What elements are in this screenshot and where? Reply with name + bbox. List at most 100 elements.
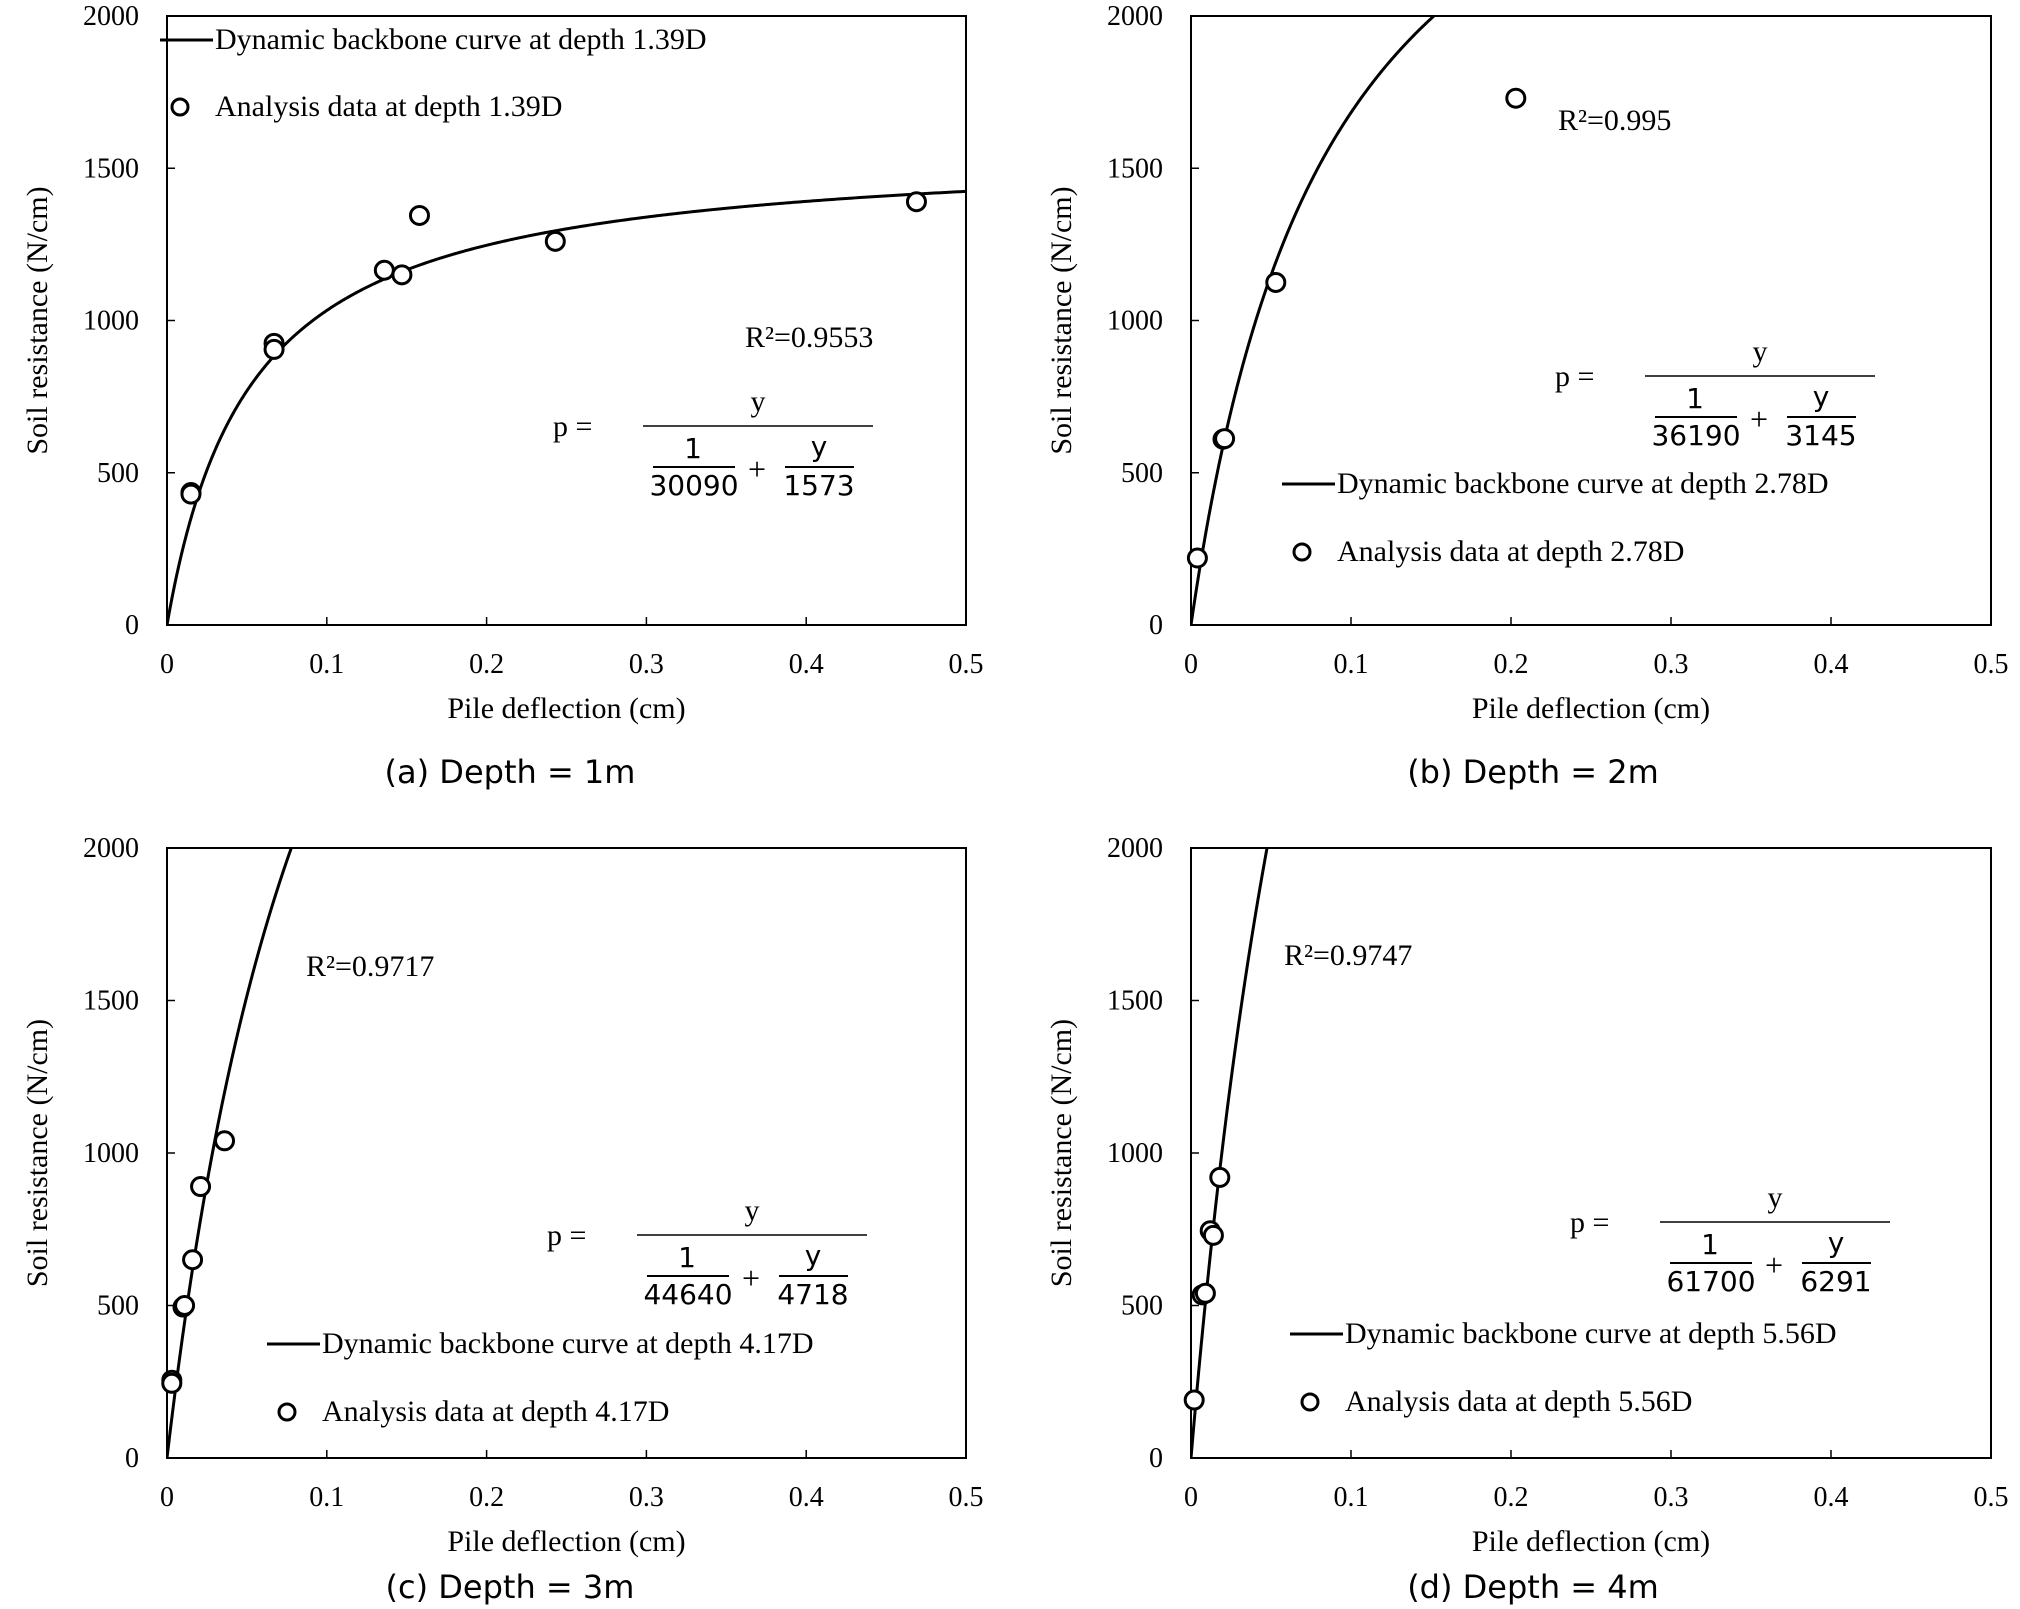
analysis-data-point: [373, 259, 395, 281]
x-axis-label: Pile deflection (cm): [1472, 1525, 1710, 1558]
panel-caption: (a) Depth = 1m: [385, 753, 636, 791]
y-tick-label: 0: [1149, 610, 1163, 641]
chart-panel-a: 0 500 1000 1500 2000 0 0.1 0.2 0.3 0.4 0.5 Pile def…: [21, 1, 984, 791]
x-tick-label: 0.5: [949, 1482, 984, 1513]
analysis-data-point: [1186, 547, 1208, 569]
r-squared-annotation: R²=0.995: [1558, 104, 1671, 137]
x-tick-label: 0.4: [789, 649, 824, 680]
r-squared-annotation: R²=0.9747: [1284, 939, 1412, 972]
equation-term1-denominator: 36190: [1651, 419, 1740, 452]
r-squared-annotation: R²=0.9553: [745, 321, 873, 354]
x-tick-label: 0: [160, 649, 174, 680]
equation-lhs: p =: [1555, 360, 1594, 393]
chart-panel-d: 0 500 1000 1500 2000 0 0.1 0.2 0.3 0.4 0.5 Pile def…: [1045, 833, 2009, 1606]
analysis-data-point: [1202, 1224, 1224, 1246]
y-tick-label: 1500: [1107, 153, 1163, 184]
y-tick-label: 0: [125, 1443, 139, 1474]
legend-points-label: Analysis data at depth 4.17D: [322, 1395, 669, 1428]
analysis-data-point: [182, 1249, 204, 1271]
x-tick-label: 0: [1184, 1482, 1198, 1513]
analysis-data-point: [1209, 1166, 1231, 1188]
legend-points-label: Analysis data at depth 1.39D: [215, 90, 562, 123]
x-tick-label: 0.4: [1814, 649, 1849, 680]
y-axis-label: Soil resistance (N/cm): [21, 186, 54, 454]
equation-numerator: y: [745, 1194, 760, 1227]
equation-numerator: y: [1768, 1181, 1783, 1214]
analysis-data-point: [190, 1176, 212, 1198]
backbone-curve-line: [167, 189, 966, 625]
y-tick-label: 1000: [83, 306, 139, 337]
x-tick-label: 0.5: [949, 649, 984, 680]
y-tick-label: 1500: [1107, 986, 1163, 1017]
equation-term2-denominator: 4718: [777, 1278, 848, 1311]
panel-caption: (c) Depth = 3m: [386, 1568, 635, 1606]
r-squared-annotation: R²=0.9717: [306, 950, 434, 983]
analysis-data-point: [408, 204, 430, 226]
x-tick-label: 0.4: [789, 1482, 824, 1513]
backbone-curve-line: [1191, 848, 1269, 1458]
y-tick-label: 2000: [1107, 1, 1163, 32]
y-tick-label: 2000: [1107, 833, 1163, 864]
y-tick-label: 0: [1149, 1443, 1163, 1474]
x-tick-label: 0.3: [1654, 1482, 1689, 1513]
x-axis-label: Pile deflection (cm): [447, 692, 685, 725]
equation-term1-denominator: 44640: [643, 1278, 732, 1311]
equation-plus: +: [1750, 401, 1768, 437]
y-tick-label: 1500: [83, 153, 139, 184]
plot-area-frame: [166, 847, 967, 1459]
analysis-data-point: [174, 1295, 196, 1316]
x-axis-label: Pile deflection (cm): [1472, 692, 1710, 725]
y-tick-label: 2000: [83, 1, 139, 32]
chart-panel-c: 0 500 1000 1500 2000 0 0.1 0.2 0.3 0.4 0.5 Pile def…: [21, 833, 984, 1606]
analysis-data-point: [1214, 428, 1236, 450]
legend-points-label: Analysis data at depth 5.56D: [1345, 1385, 1692, 1418]
equation-term1-numerator: 1: [684, 432, 702, 465]
analysis-data-point: [391, 264, 413, 286]
legend-line-label: Dynamic backbone curve at depth 5.56D: [1345, 1317, 1837, 1350]
analysis-data-point: [161, 1372, 183, 1394]
equation-lhs: p =: [553, 410, 592, 443]
chart-panel-b: 0 500 1000 1500 2000 0 0.1 0.2 0.3 0.4 0.5 Pile def…: [1045, 1, 2009, 791]
x-tick-label: 0.5: [1974, 649, 2009, 680]
y-tick-label: 1000: [1107, 306, 1163, 337]
x-tick-label: 0.2: [469, 1482, 504, 1513]
analysis-data-point: [214, 1130, 236, 1152]
y-axis-label: Soil resistance (N/cm): [1045, 186, 1078, 454]
x-tick-label: 0.4: [1814, 1482, 1849, 1513]
equation-term2-numerator: y: [811, 430, 828, 463]
panel-caption: (d) Depth = 4m: [1407, 1568, 1659, 1606]
analysis-data-point: [1505, 87, 1527, 109]
backbone-curve-line: [167, 848, 293, 1458]
legend-line-label: Dynamic backbone curve at depth 2.78D: [1337, 467, 1829, 500]
equation-plus: +: [742, 1260, 760, 1296]
x-tick-label: 0.3: [629, 649, 664, 680]
equation-term2-numerator: y: [805, 1239, 822, 1272]
x-tick-label: 0.3: [1654, 649, 1689, 680]
equation-plus: +: [1765, 1247, 1783, 1283]
equation-term2-denominator: 6291: [1800, 1265, 1871, 1298]
legend-points-label: Analysis data at depth 2.78D: [1337, 535, 1684, 568]
legend-line-label: Dynamic backbone curve at depth 4.17D: [322, 1327, 814, 1360]
legend-point-swatch: [1300, 1392, 1320, 1412]
y-tick-label: 500: [97, 1291, 139, 1322]
fit-equation: p = y 1 61700 + y 6291: [1570, 1181, 1890, 1298]
y-tick-label: 1000: [83, 1138, 139, 1169]
fit-equation: p = y 1 30090 + y 1573: [553, 385, 873, 502]
x-tick-label: 0.1: [1334, 1482, 1369, 1513]
x-tick-label: 0.2: [1494, 1482, 1529, 1513]
legend: Dynamic backbone curve at depth 5.56D Ana…: [1290, 1317, 1837, 1418]
x-tick-label: 0.1: [309, 649, 344, 680]
x-axis-label: Pile deflection (cm): [447, 1525, 685, 1558]
y-tick-label: 500: [97, 458, 139, 489]
legend-line-label: Dynamic backbone curve at depth 1.39D: [215, 23, 707, 56]
analysis-data-point: [180, 483, 202, 505]
equation-term2-denominator: 3145: [1785, 419, 1856, 452]
y-tick-label: 1000: [1107, 1138, 1163, 1169]
fit-equation: p = y 1 36190 + y 3145: [1555, 335, 1875, 452]
equation-numerator: y: [1753, 335, 1768, 368]
x-tick-label: 0.3: [629, 1482, 664, 1513]
y-tick-label: 0: [125, 610, 139, 641]
backbone-curve-line: [1191, 16, 1437, 625]
equation-term2-numerator: y: [1828, 1226, 1845, 1259]
